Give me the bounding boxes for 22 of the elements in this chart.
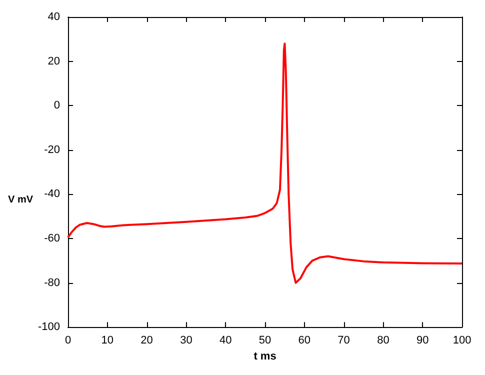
x-tick-label: 100: [452, 334, 472, 347]
x-tick-label: 60: [298, 334, 311, 347]
y-tick-label: -60: [44, 232, 60, 244]
x-tick-label: 90: [416, 334, 429, 347]
x-tick-label: 40: [219, 334, 232, 347]
y-tick-label: -100: [38, 321, 60, 334]
x-axis-title: t ms: [254, 350, 276, 362]
y-tick-label: -80: [44, 276, 60, 289]
line-series: [67, 42, 463, 284]
y-axis-title: V mV: [8, 194, 34, 206]
x-tick-label: 20: [140, 334, 153, 347]
x-tick-label: 70: [338, 334, 350, 347]
x-tick-label: 0: [64, 334, 72, 347]
y-tick-label: -40: [44, 188, 60, 200]
x-tick-label: 30: [180, 334, 192, 347]
y-tick-label: 40: [48, 11, 60, 23]
y-tick-label: -20: [44, 144, 60, 156]
x-tick-label: 80: [377, 334, 390, 347]
x-tick-label: 50: [258, 334, 272, 347]
y-tick-label: 20: [48, 55, 60, 68]
y-tick-label: 0: [54, 100, 60, 112]
x-tick-label: 10: [101, 334, 114, 347]
